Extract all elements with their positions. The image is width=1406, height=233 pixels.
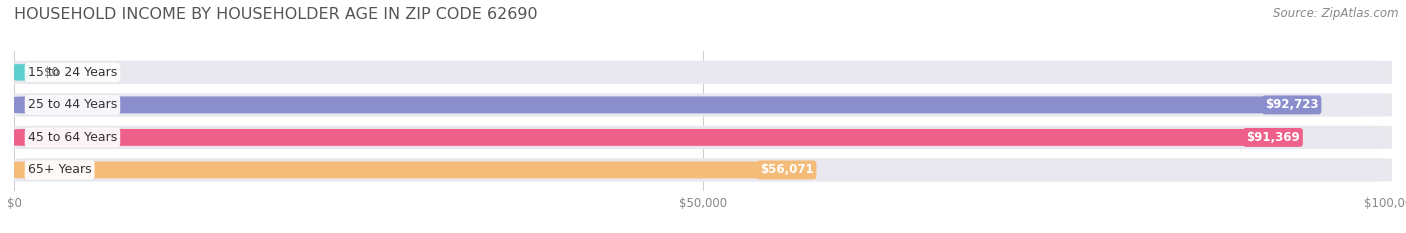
Text: $92,723: $92,723 [1265,98,1319,111]
FancyBboxPatch shape [14,161,786,178]
FancyBboxPatch shape [14,129,1272,146]
Text: $56,071: $56,071 [759,163,814,176]
Text: 25 to 44 Years: 25 to 44 Years [28,98,117,111]
FancyBboxPatch shape [14,93,1392,116]
Text: 65+ Years: 65+ Years [28,163,91,176]
Text: $91,369: $91,369 [1246,131,1301,144]
FancyBboxPatch shape [14,158,1392,182]
Text: 45 to 64 Years: 45 to 64 Years [28,131,117,144]
Text: HOUSEHOLD INCOME BY HOUSEHOLDER AGE IN ZIP CODE 62690: HOUSEHOLD INCOME BY HOUSEHOLDER AGE IN Z… [14,7,537,22]
FancyBboxPatch shape [10,64,35,81]
FancyBboxPatch shape [14,61,1392,84]
Text: $0: $0 [45,66,59,79]
Text: Source: ZipAtlas.com: Source: ZipAtlas.com [1274,7,1399,20]
FancyBboxPatch shape [14,96,1292,113]
FancyBboxPatch shape [14,126,1392,149]
Text: 15 to 24 Years: 15 to 24 Years [28,66,117,79]
